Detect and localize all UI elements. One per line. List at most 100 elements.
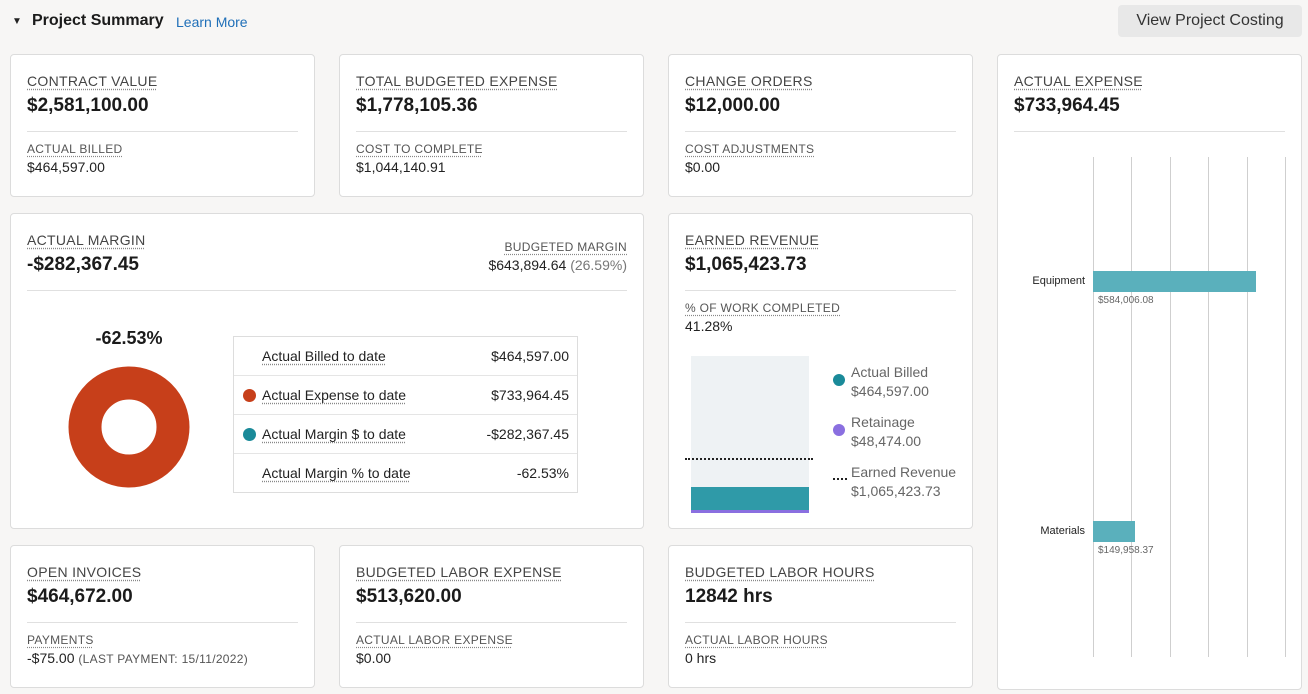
contract-value-label[interactable]: CONTRACT VALUE [27,73,158,89]
actual-labor-hours-label[interactable]: ACTUAL LABOR HOURS [685,633,828,647]
donut-percentage: -62.53% [95,328,163,348]
earned-revenue-line [685,458,813,460]
legend-value: $464,597.00 [851,383,929,399]
budgeted-margin-label[interactable]: BUDGETED MARGIN [504,240,627,254]
payments-label[interactable]: PAYMENTS [27,633,94,647]
cost-to-complete-value: $1,044,140.91 [356,159,446,175]
actual-billed-label[interactable]: ACTUAL BILLED [27,142,123,156]
divider [1014,131,1285,132]
legend-name: Actual Billed [851,364,929,380]
legend-value: $1,065,423.73 [851,483,941,499]
actual-expense-chart: Equipment $584,006.08 Materials $149,958.37 [998,55,1301,689]
bar-value-label: $149,958.37 [1098,545,1154,556]
margin-row-value: $733,964.45 [491,387,569,403]
grid-line [1131,157,1133,657]
grid-line [1169,157,1171,657]
budgeted-margin-value: $643,894.64 (26.59%) [488,257,627,273]
grid-line [1208,157,1210,657]
budgeted-expense-label[interactable]: TOTAL BUDGETED EXPENSE [356,73,558,89]
budgeted-labor-expense-card: BUDGETED LABOR EXPENSE $513,620.00 ACTUA… [339,545,644,688]
divider [685,622,956,623]
budgeted-labor-expense-value: $513,620.00 [356,586,462,607]
legend-item: Earned Revenue $1,065,423.73 [833,464,957,499]
earned-revenue-label[interactable]: EARNED REVENUE [685,232,820,248]
actual-labor-expense-label[interactable]: ACTUAL LABOR EXPENSE [356,633,513,647]
actual-labor-hours-value: 0 hrs [685,650,717,666]
open-invoices-card: OPEN INVOICES $464,672.00 PAYMENTS -$75.… [10,545,315,688]
work-completed-label[interactable]: % OF WORK COMPLETED [685,301,841,315]
budgeted-margin-percent: (26.59%) [570,257,627,273]
divider [27,290,627,291]
grid-line [1093,157,1094,657]
margin-row-label[interactable]: Actual Billed to date [262,348,386,364]
legend-dash-icon [833,478,847,480]
margin-row-value: -62.53% [516,465,569,481]
cost-adjustments-label[interactable]: COST ADJUSTMENTS [685,142,815,156]
budgeted-expense-value: $1,778,105.36 [356,95,478,116]
actual-billed-value: $464,597.00 [27,159,105,175]
expense-bar[interactable] [1093,521,1135,542]
divider [356,622,627,623]
grid-line [1285,157,1286,657]
budgeted-labor-expense-label[interactable]: BUDGETED LABOR EXPENSE [356,564,562,580]
donut-ring [68,366,190,488]
budgeted-margin-amount: $643,894.64 [488,257,567,273]
legend-item: Retainage $48,474.00 [833,414,922,449]
budgeted-margin-block: BUDGETED MARGIN $643,894.64 (26.59%) [488,240,627,273]
grid-line [1246,157,1248,657]
budgeted-labor-hours-value: 12842 hrs [685,586,773,607]
earned-revenue-value: $1,065,423.73 [685,254,807,275]
budgeted-labor-hours-card: BUDGETED LABOR HOURS 12842 hrs ACTUAL LA… [668,545,973,688]
earned-revenue-card: EARNED REVENUE $1,065,423.73 % OF WORK C… [668,213,973,529]
budgeted-labor-hours-label[interactable]: BUDGETED LABOR HOURS [685,564,875,580]
actual-labor-expense-value: $0.00 [356,650,392,666]
legend-dot-icon [243,428,256,441]
retainage-segment [691,510,809,513]
learn-more-link[interactable]: Learn More [176,14,248,30]
change-orders-value: $12,000.00 [685,95,781,116]
margin-table-row: Actual Expense to date $733,964.45 [234,376,577,415]
actual-expense-label[interactable]: ACTUAL EXPENSE [1014,73,1143,89]
margin-donut-chart [68,366,190,488]
budgeted-expense-card: TOTAL BUDGETED EXPENSE $1,778,105.36 COS… [339,54,644,197]
payments-value: -$75.00 (LAST PAYMENT: 15/11/2022) [27,650,298,666]
divider [356,131,627,132]
actual-margin-value: -$282,367.45 [27,254,139,275]
section-title: Project Summary [32,12,164,29]
legend-dot-icon [243,389,256,402]
divider [27,131,298,132]
margin-row-value: $464,597.00 [491,348,569,364]
open-invoices-value: $464,672.00 [27,586,133,607]
work-completed-value: 41.28% [685,318,733,334]
margin-table: Actual Billed to date $464,597.00 Actual E… [233,336,578,493]
margin-row-value: -$282,367.45 [486,426,569,442]
actual-expense-value: $733,964.45 [1014,95,1120,116]
change-orders-label[interactable]: CHANGE ORDERS [685,73,813,89]
divider [27,622,298,623]
contract-value: $2,581,100.00 [27,95,149,116]
open-invoices-label[interactable]: OPEN INVOICES [27,564,142,580]
margin-row-label[interactable]: Actual Margin % to date [262,465,411,481]
bar-category-label: Materials [1040,525,1085,537]
actual-billed-segment [691,487,809,510]
legend-name: Retainage [851,414,915,430]
collapse-caret-icon[interactable]: ▼ [12,16,22,27]
contract-value-card: CONTRACT VALUE $2,581,100.00 ACTUAL BILL… [10,54,315,197]
margin-table-row: Actual Margin % to date -62.53% [234,454,577,493]
divider [685,290,956,291]
cost-to-complete-label[interactable]: COST TO COMPLETE [356,142,483,156]
actual-margin-label[interactable]: ACTUAL MARGIN [27,232,146,248]
cost-adjustments-value: $0.00 [685,159,721,175]
view-project-costing-button[interactable]: View Project Costing [1118,5,1302,37]
bar-value-label: $584,006.08 [1098,295,1154,306]
margin-row-label[interactable]: Actual Margin $ to date [262,426,406,442]
legend-dot-icon [833,424,845,436]
legend-value: $48,474.00 [851,433,922,449]
expense-bar[interactable] [1093,271,1256,292]
earned-revenue-bar [691,356,809,513]
actual-margin-card: ACTUAL MARGIN -$282,367.45 BUDGETED MARG… [10,213,644,529]
summary-header: ▼ Project Summary Learn More View Projec… [12,5,1302,38]
legend-name: Earned Revenue [851,464,957,480]
margin-row-label[interactable]: Actual Expense to date [262,387,406,403]
legend-dot-icon [833,374,845,386]
